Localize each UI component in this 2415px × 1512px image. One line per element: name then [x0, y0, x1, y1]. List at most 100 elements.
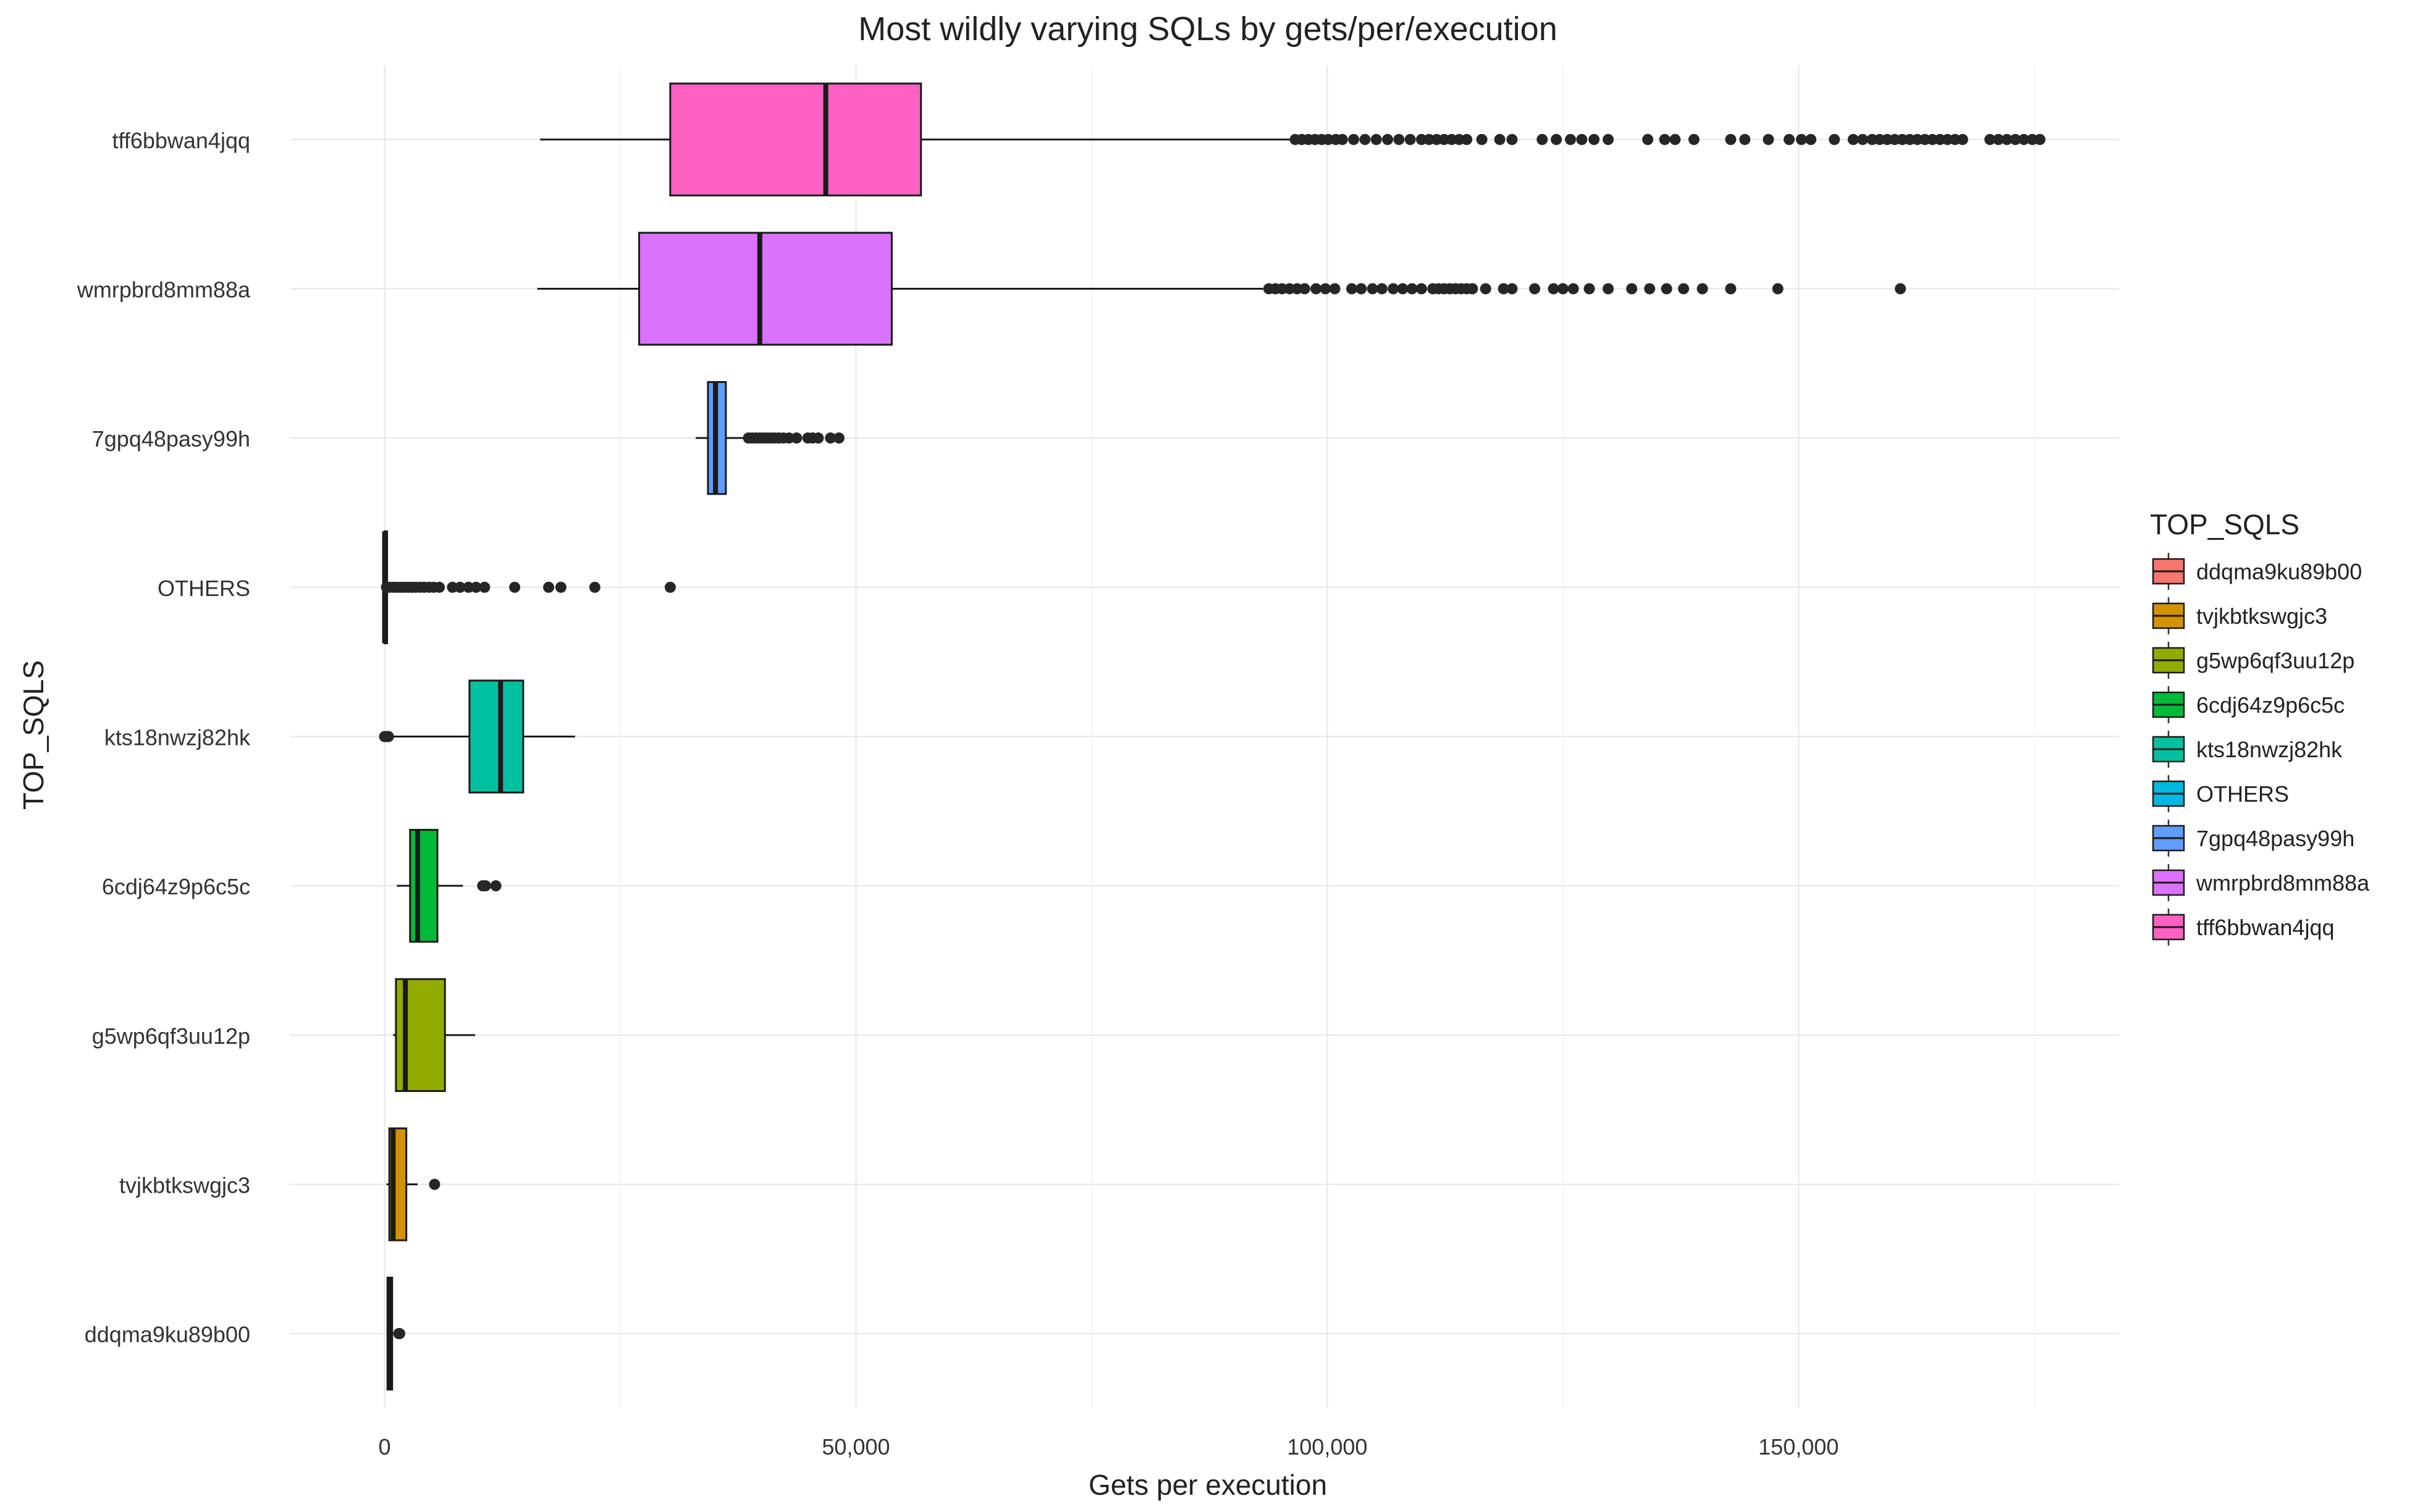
outlier-others	[434, 581, 445, 593]
legend-label: OTHERS	[2196, 781, 2289, 807]
box-tff6bbwan4jqq	[669, 82, 922, 196]
box-group-6cdj64z9p6c5c	[397, 829, 502, 943]
legend-item-tvjkbtkswgjc3: tvjkbtkswgjc3	[2152, 597, 2327, 634]
outlier-kts18nwzj82hk	[382, 731, 394, 742]
outlier-tff6bbwan4jqq	[1551, 133, 1562, 145]
legend-label: g5wp6qf3uu12p	[2196, 648, 2354, 673]
box-kts18nwzj82hk	[468, 679, 525, 794]
outlier-wmrpbrd8mm88a	[1367, 283, 1378, 295]
outlier-others	[589, 581, 601, 593]
x-tick-label-1: 50,000	[822, 1434, 890, 1460]
legend-label: tvjkbtkswgjc3	[2196, 603, 2327, 629]
outlier-7gpq48pasy99h	[833, 432, 845, 444]
outlier-wmrpbrd8mm88a	[1310, 283, 1322, 295]
outlier-tff6bbwan4jqq	[1783, 133, 1795, 145]
outlier-6cdj64z9p6c5c	[490, 880, 502, 892]
outlier-wmrpbrd8mm88a	[1498, 283, 1509, 295]
outlier-wmrpbrd8mm88a	[1480, 283, 1491, 295]
outlier-tff6bbwan4jqq	[2001, 133, 2013, 145]
outlier-wmrpbrd8mm88a	[1406, 283, 1418, 295]
outlier-tff6bbwan4jqq	[1688, 133, 1700, 145]
outlier-ddqma9ku89b00	[394, 1328, 405, 1340]
legend-item-tff6bbwan4jqq: tff6bbwan4jqq	[2152, 909, 2335, 946]
legend-title: TOP_SQLS	[2150, 508, 2299, 540]
legend-label: tff6bbwan4jqq	[2196, 915, 2335, 940]
outlier-tff6bbwan4jqq	[2018, 133, 2029, 145]
outlier-tff6bbwan4jqq	[1588, 133, 1600, 145]
outlier-wmrpbrd8mm88a	[1603, 283, 1614, 295]
outlier-6cdj64z9p6c5c	[479, 880, 491, 892]
legend-label: wmrpbrd8mm88a	[2196, 870, 2370, 896]
outlier-tff6bbwan4jqq	[1576, 133, 1588, 145]
y-tick-label-wmrpbrd8mm88a: wmrpbrd8mm88a	[77, 277, 251, 303]
legend-label: kts18nwzj82hk	[2196, 737, 2343, 762]
y-tick-label-g5wp6qf3uu12p: g5wp6qf3uu12p	[92, 1023, 250, 1049]
outlier-tff6bbwan4jqq	[1359, 133, 1371, 145]
outlier-tff6bbwan4jqq	[1536, 133, 1548, 145]
outlier-wmrpbrd8mm88a	[1329, 283, 1341, 295]
legend-item-others: OTHERS	[2152, 775, 2289, 812]
outlier-tff6bbwan4jqq	[1725, 133, 1737, 145]
outlier-tff6bbwan4jqq	[1805, 133, 1817, 145]
outlier-tff6bbwan4jqq	[1739, 133, 1751, 145]
outlier-tff6bbwan4jqq	[1370, 133, 1382, 145]
outlier-tff6bbwan4jqq	[1847, 133, 1859, 145]
legend-item-6cdj64z9p6c5c: 6cdj64z9p6c5c	[2152, 686, 2345, 723]
legend-label: 7gpq48pasy99h	[2196, 826, 2354, 851]
outlier-others	[454, 581, 466, 593]
x-tick-label-3: 150,000	[1758, 1434, 1839, 1460]
outlier-7gpq48pasy99h	[791, 432, 803, 444]
legend-item-ddqma9ku89b00: ddqma9ku89b00	[2152, 553, 2362, 590]
outlier-tff6bbwan4jqq	[1763, 133, 1774, 145]
outlier-wmrpbrd8mm88a	[1346, 283, 1358, 295]
chart-title: Most wildly varying SQLs by gets/per/exe…	[858, 10, 1557, 48]
outlier-wmrpbrd8mm88a	[1567, 283, 1579, 295]
x-axis-label: Gets per execution	[1089, 1469, 1327, 1501]
outlier-wmrpbrd8mm88a	[1299, 283, 1310, 295]
outlier-wmrpbrd8mm88a	[1696, 283, 1708, 295]
outlier-wmrpbrd8mm88a	[1388, 283, 1399, 295]
outlier-wmrpbrd8mm88a	[1678, 283, 1690, 295]
legend-entries: ddqma9ku89b00 tvjkbtkswgjc3 g5wp6qf3uu12p 6…	[2152, 553, 2370, 946]
legend-item-kts18nwzj82hk: kts18nwzj82hk	[2152, 731, 2343, 768]
outlier-tff6bbwan4jqq	[1382, 133, 1393, 145]
outlier-wmrpbrd8mm88a	[1725, 283, 1737, 295]
legend-label: 6cdj64z9p6c5c	[2196, 692, 2345, 718]
outlier-tff6bbwan4jqq	[1642, 133, 1654, 145]
outlier-tff6bbwan4jqq	[1984, 133, 1996, 145]
outlier-wmrpbrd8mm88a	[1415, 283, 1427, 295]
outlier-tff6bbwan4jqq	[1992, 133, 2004, 145]
outlier-7gpq48pasy99h	[812, 432, 824, 444]
outlier-tff6bbwan4jqq	[2034, 133, 2046, 145]
box-group-ddqma9ku89b00	[386, 1277, 405, 1391]
legend-label: ddqma9ku89b00	[2196, 559, 2362, 584]
outlier-tff6bbwan4jqq	[1461, 133, 1473, 145]
outlier-tff6bbwan4jqq	[1404, 133, 1416, 145]
outlier-tff6bbwan4jqq	[1336, 133, 1348, 145]
outlier-wmrpbrd8mm88a	[1772, 283, 1784, 295]
outlier-tff6bbwan4jqq	[1669, 133, 1681, 145]
outlier-tff6bbwan4jqq	[1506, 133, 1518, 145]
y-tick-label-tff6bbwan4jqq: tff6bbwan4jqq	[112, 128, 250, 153]
outlier-wmrpbrd8mm88a	[1529, 283, 1541, 295]
outlier-others	[479, 581, 491, 593]
outlier-others	[664, 581, 676, 593]
y-tick-label-7gpq48pasy99h: 7gpq48pasy99h	[92, 426, 250, 452]
y-tick-label-kts18nwzj82hk: kts18nwzj82hk	[104, 725, 251, 750]
x-tick-label-2: 100,000	[1287, 1434, 1367, 1460]
outlier-wmrpbrd8mm88a	[1557, 283, 1569, 295]
outlier-tff6bbwan4jqq	[1565, 133, 1576, 145]
box-group-tvjkbtkswgjc3	[386, 1127, 440, 1241]
outlier-tff6bbwan4jqq	[1494, 133, 1506, 145]
outlier-wmrpbrd8mm88a	[1467, 283, 1478, 295]
y-tick-label-ddqma9ku89b00: ddqma9ku89b00	[85, 1322, 250, 1347]
y-tick-label-tvjkbtkswgjc3: tvjkbtkswgjc3	[119, 1173, 250, 1198]
outlier-wmrpbrd8mm88a	[1548, 283, 1559, 295]
y-tick-label-6cdj64z9p6c5c: 6cdj64z9p6c5c	[102, 874, 250, 899]
outlier-others	[555, 581, 567, 593]
outlier-tff6bbwan4jqq	[1659, 133, 1671, 145]
outlier-wmrpbrd8mm88a	[1397, 283, 1409, 295]
legend-item-wmrpbrd8mm88a: wmrpbrd8mm88a	[2152, 864, 2370, 901]
box-layer	[379, 82, 2046, 1391]
